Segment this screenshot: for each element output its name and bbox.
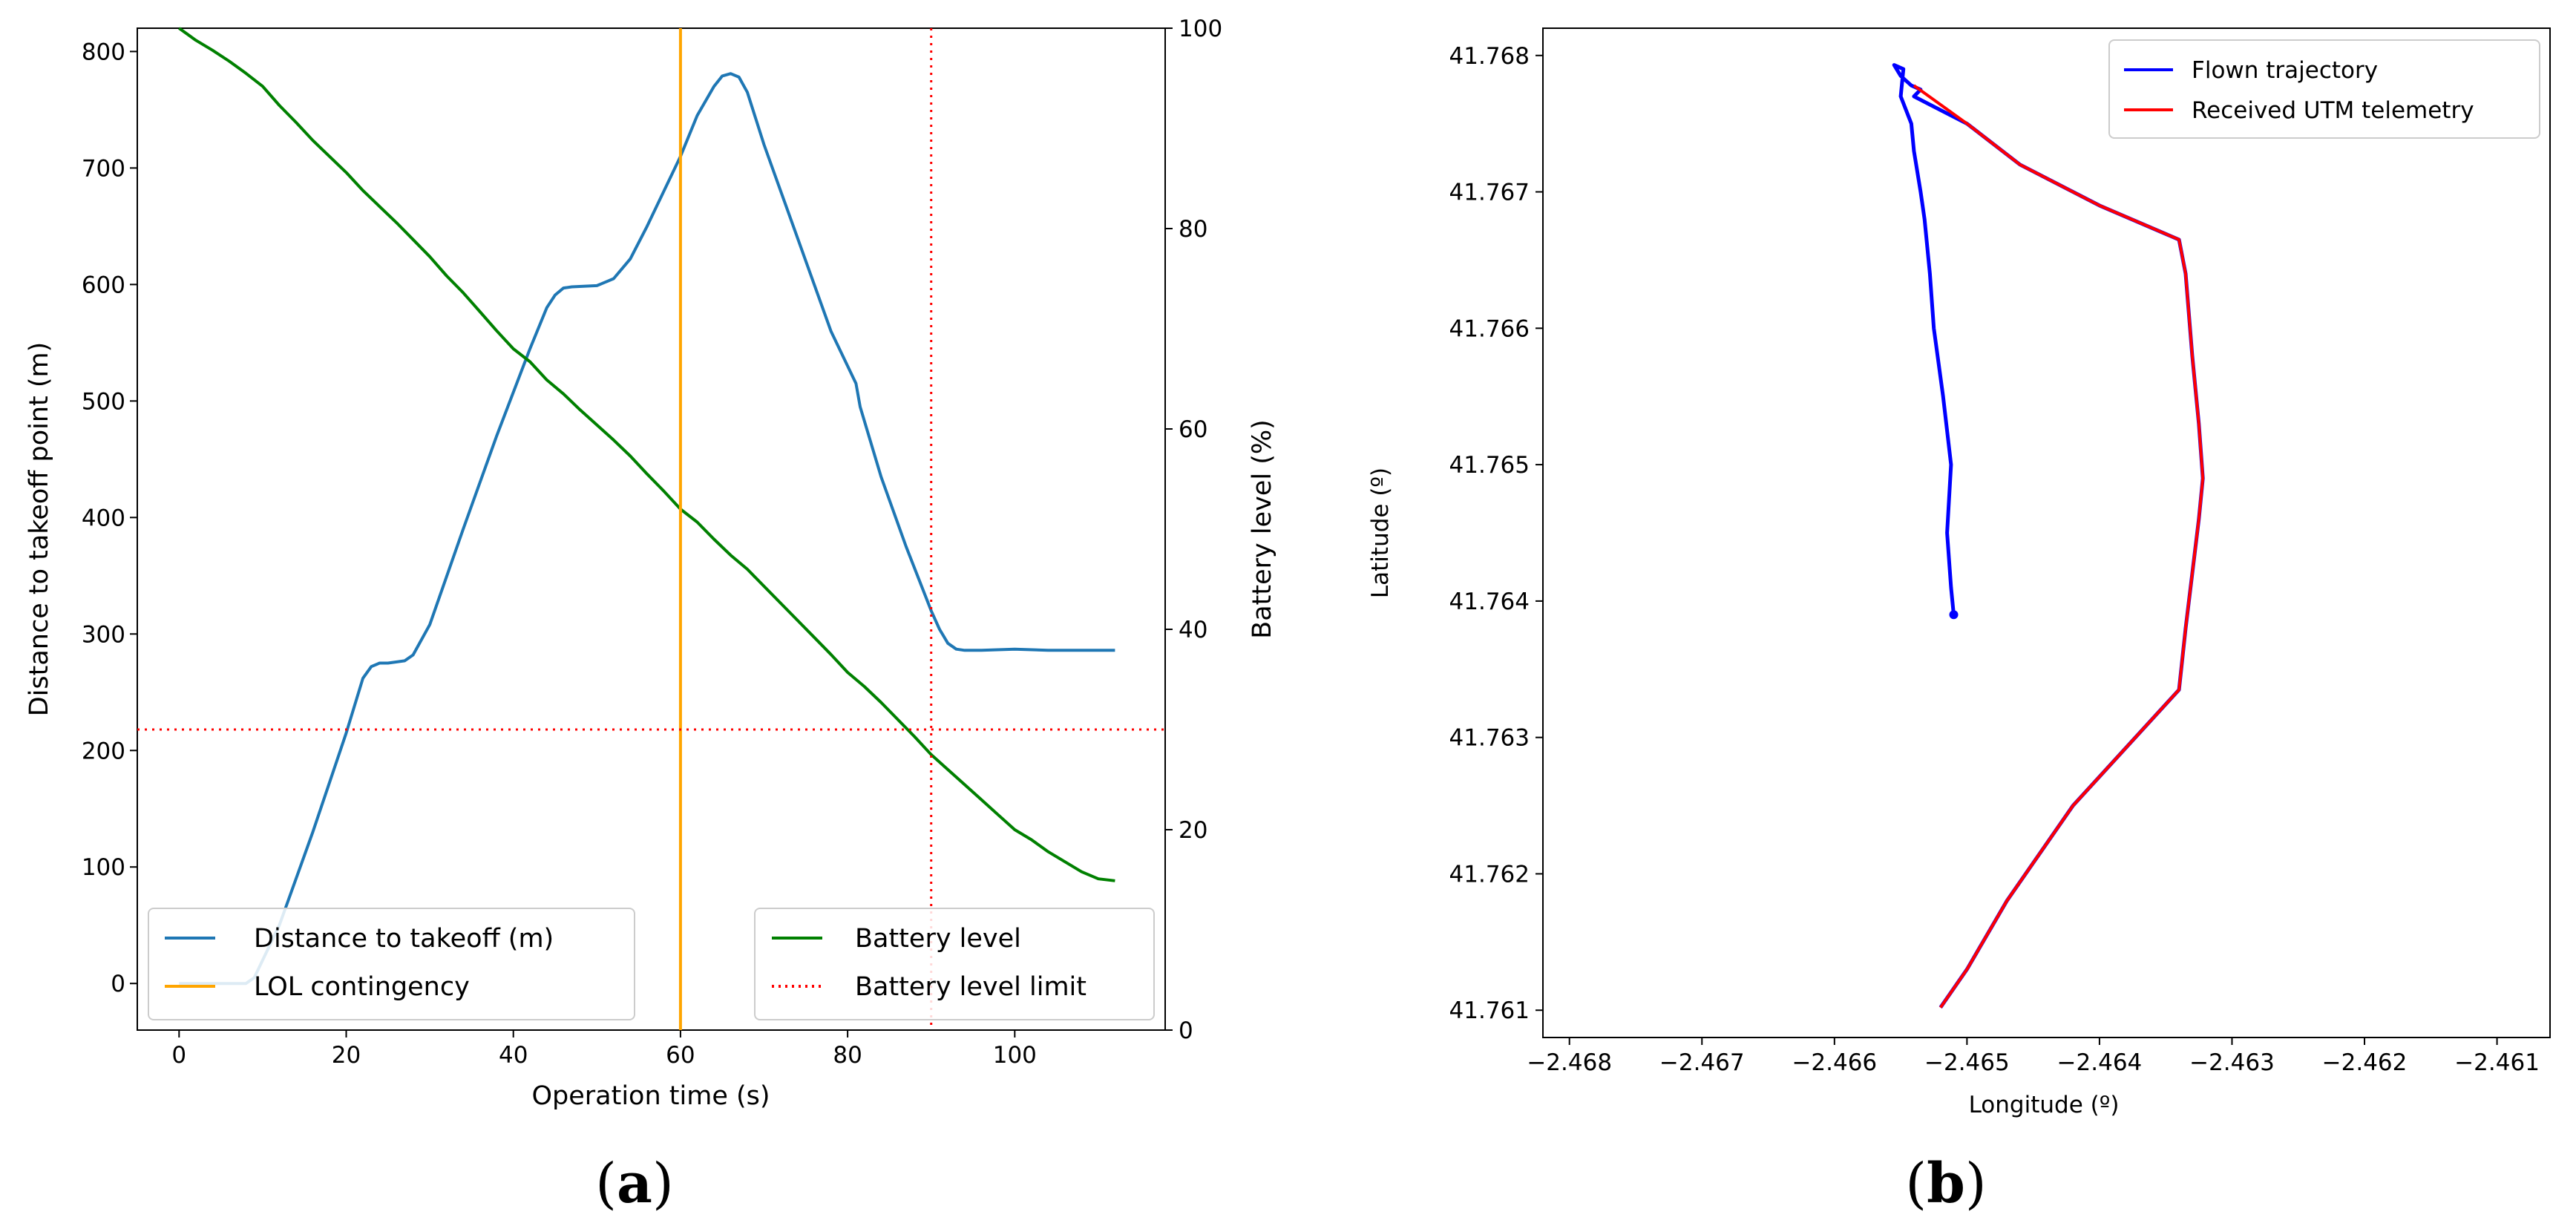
legend-label-utm: Received UTM telemetry <box>2192 97 2474 124</box>
y-left-tick-label: 600 <box>82 272 125 298</box>
y-left-tick-label: 0 <box>111 971 125 997</box>
x-tick-label: −2.462 <box>2322 1049 2408 1076</box>
y-tick-label: 41.761 <box>1449 997 1530 1024</box>
panel-b: −2.468 −2.467 −2.466 −2.465 −2.464 −2.463 −2.4… <box>1367 27 2551 1216</box>
panel-b-caption: (b) <box>1905 1152 1987 1216</box>
panel-a-y-left-axis-label: Distance to takeoff point (m) <box>24 342 54 717</box>
y-left-tick-label: 400 <box>82 505 125 531</box>
y-tick-label: 41.768 <box>1449 43 1530 70</box>
y-tick-label: 41.762 <box>1449 861 1530 888</box>
y-left-tick-label: 300 <box>82 621 125 648</box>
x-tick-label: 40 <box>499 1042 528 1069</box>
y-right-tick-label: 80 <box>1179 216 1207 243</box>
panel-b-series <box>1892 63 2205 1009</box>
x-tick-label: 100 <box>993 1042 1037 1069</box>
panel-b-axes-frame <box>1542 27 2551 1038</box>
panel-b-legend: Flown trajectory Received UTM telemetry <box>2108 39 2540 139</box>
panel-b-x-ticks: −2.468 −2.467 −2.466 −2.465 −2.464 −2.463 −2.4… <box>1527 1037 2540 1076</box>
y-tick-label: 41.764 <box>1449 589 1530 615</box>
flown-trajectory-line <box>1892 63 2205 1009</box>
y-tick-label: 41.766 <box>1449 315 1530 342</box>
panel-a-series <box>137 27 1165 1030</box>
y-tick-label: 41.763 <box>1449 725 1530 752</box>
caption-close-paren: ) <box>652 1152 674 1216</box>
x-tick-label: −2.468 <box>1527 1049 1612 1076</box>
y-left-tick-label: 100 <box>82 854 125 881</box>
x-tick-label: −2.464 <box>2057 1049 2143 1076</box>
legend-label-flown: Flown trajectory <box>2192 57 2378 84</box>
y-right-tick-label: 60 <box>1179 416 1207 443</box>
panel-a-x-ticks: 0 20 40 60 80 100 <box>171 1030 1037 1069</box>
panel-a-legend-right: Battery level Battery level limit <box>754 908 1155 1020</box>
panel-a-y-right-axis-label: Battery level (%) <box>1248 419 1277 639</box>
x-tick-label: 80 <box>833 1042 862 1069</box>
y-left-tick-label: 700 <box>82 155 125 182</box>
y-tick-label: 41.767 <box>1449 180 1530 206</box>
x-tick-label: −2.463 <box>2189 1049 2275 1076</box>
x-tick-label: −2.465 <box>1924 1049 2010 1076</box>
x-tick-label: −2.466 <box>1792 1049 1877 1076</box>
series-line <box>179 72 1115 986</box>
caption-letter: b <box>1927 1152 1965 1216</box>
y-right-tick-label: 0 <box>1179 1017 1193 1044</box>
panel-a-y-left-ticks: 0 100 200 300 400 500 600 700 800 <box>82 39 137 997</box>
x-tick-label: −2.467 <box>1659 1049 1745 1076</box>
panel-a-y-right-ticks: 0 20 40 60 80 100 <box>1165 16 1222 1044</box>
y-left-tick-label: 800 <box>82 39 125 65</box>
legend-box <box>148 908 635 1020</box>
panel-b-y-axis-label: Latitude (º) <box>1367 468 1394 598</box>
caption-open-paren: ( <box>1905 1152 1927 1216</box>
caption-open-paren: ( <box>595 1152 617 1216</box>
y-tick-label: 41.765 <box>1449 452 1530 479</box>
y-left-tick-label: 200 <box>82 738 125 764</box>
panel-b-x-axis-label: Longitude (º) <box>1969 1092 2120 1118</box>
panel-a-x-axis-label: Operation time (s) <box>531 1081 770 1111</box>
x-tick-label: −2.461 <box>2454 1049 2540 1076</box>
panel-b-y-ticks: 41.761 41.762 41.763 41.764 41.765 41.766 41.7… <box>1449 43 1543 1024</box>
legend-box <box>2108 39 2540 139</box>
legend-box <box>754 908 1155 1020</box>
legend-label-lol: LOL contingency <box>254 972 470 1002</box>
y-left-tick-label: 500 <box>82 388 125 415</box>
legend-label-battery-limit: Battery level limit <box>855 972 1087 1002</box>
series-line <box>178 27 1115 882</box>
panel-a-legend-left: Distance to takeoff (m) LOL contingency <box>148 908 635 1020</box>
caption-close-paren: ) <box>1965 1152 1987 1216</box>
legend-label-distance: Distance to takeoff (m) <box>254 924 554 954</box>
y-right-tick-label: 20 <box>1179 817 1207 844</box>
x-tick-label: 20 <box>332 1042 361 1069</box>
panel-a-caption: (a) <box>595 1152 674 1216</box>
x-tick-label: 0 <box>171 1042 186 1069</box>
utm-telemetry-line <box>1913 84 2205 1009</box>
x-tick-label: 60 <box>666 1042 695 1069</box>
y-right-tick-label: 40 <box>1179 617 1207 643</box>
panel-a-axes-frame <box>137 27 1166 1031</box>
y-right-tick-label: 100 <box>1179 16 1222 42</box>
trajectory-start-point <box>1949 610 1959 620</box>
legend-label-battery: Battery level <box>855 924 1021 954</box>
caption-letter: a <box>617 1152 652 1216</box>
